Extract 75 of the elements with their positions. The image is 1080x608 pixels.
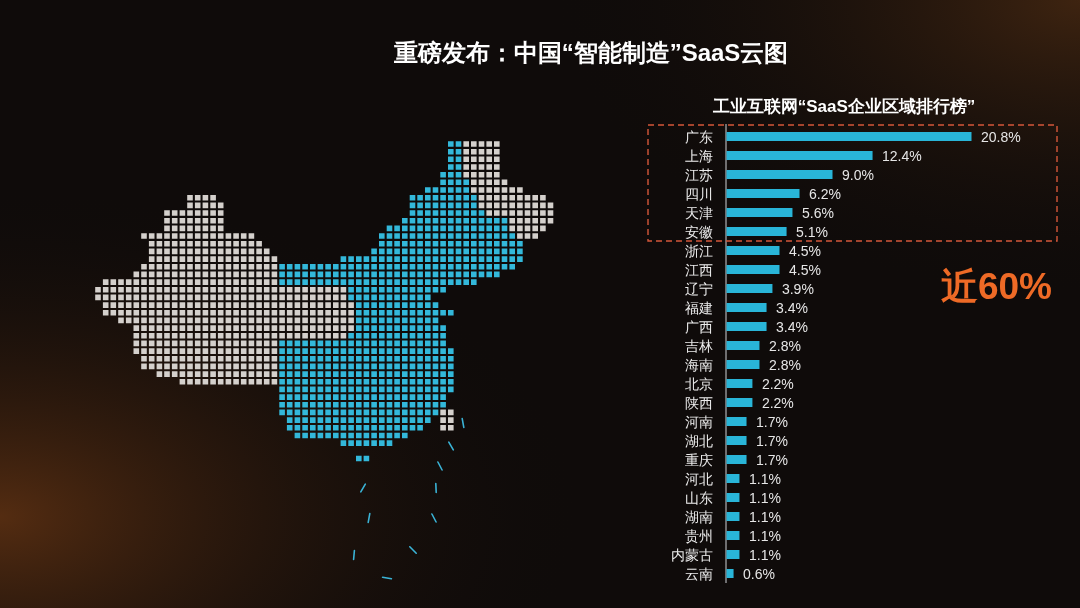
y-tick-label: 福建 — [685, 299, 713, 316]
data-label: 5.1% — [796, 223, 828, 240]
y-tick-label: 湖北 — [685, 432, 713, 449]
y-tick-label: 河北 — [685, 470, 713, 487]
data-label: 4.5% — [789, 242, 821, 259]
data-label: 12.4% — [882, 147, 922, 164]
bar — [726, 379, 753, 388]
y-tick-label: 陕西 — [685, 394, 713, 411]
bar — [726, 189, 800, 198]
bar — [726, 170, 833, 179]
data-label: 3.4% — [776, 299, 808, 316]
y-tick-label: 海南 — [685, 356, 713, 373]
bar — [726, 132, 972, 141]
bar — [726, 493, 740, 502]
bar — [726, 436, 747, 445]
bar — [726, 360, 760, 369]
bar — [726, 341, 760, 350]
y-tick-label: 重庆 — [685, 451, 713, 468]
data-label: 2.8% — [768, 356, 801, 373]
data-label: 1.7% — [756, 451, 788, 468]
bar — [726, 474, 740, 483]
bar — [726, 227, 787, 236]
data-label: 1.1% — [748, 489, 781, 506]
annotation: 近60% — [940, 266, 1052, 307]
y-tick-label: 江苏 — [685, 166, 713, 183]
data-label: 1.1% — [748, 527, 781, 544]
chart-title: 重磅发布：中国“智能制造”SaaS云图 — [392, 39, 789, 66]
data-label: 3.4% — [776, 318, 808, 335]
bar — [726, 550, 740, 559]
data-label: 1.1% — [748, 470, 781, 487]
y-tick-label: 天津 — [685, 204, 713, 221]
data-label: 9.0% — [842, 166, 874, 183]
y-tick-label: 贵州 — [685, 527, 713, 544]
y-tick-label: 湖南 — [685, 508, 713, 525]
y-tick-label: 安徽 — [685, 223, 713, 240]
data-label: 2.2% — [761, 375, 794, 392]
chart-subtitle: 工业互联网“SaaS企业区域排行榜” — [711, 97, 976, 116]
bar — [726, 265, 780, 274]
bar — [726, 531, 740, 540]
data-label: 2.2% — [761, 394, 794, 411]
data-label: 3.9% — [781, 280, 814, 297]
y-tick-label: 河南 — [685, 413, 713, 430]
bar — [726, 284, 773, 293]
data-label: 5.6% — [801, 204, 834, 221]
data-label: 0.6% — [743, 565, 775, 582]
bar — [726, 417, 747, 426]
y-tick-label: 江西 — [685, 261, 713, 278]
y-tick-label: 广西 — [685, 318, 713, 335]
y-tick-label: 北京 — [685, 375, 713, 392]
data-label: 6.2% — [809, 185, 841, 202]
data-label: 1.7% — [756, 413, 788, 430]
bar — [726, 246, 780, 255]
data-label: 1.7% — [756, 432, 788, 449]
y-tick-label: 山东 — [685, 489, 713, 506]
y-tick-label: 广东 — [685, 128, 713, 145]
y-tick-label: 云南 — [685, 565, 713, 582]
y-tick-label: 吉林 — [685, 337, 713, 354]
y-tick-label: 浙江 — [685, 242, 713, 259]
bar — [726, 303, 767, 312]
y-tick-label: 四川 — [685, 185, 713, 202]
bar — [726, 455, 747, 464]
bar — [726, 322, 767, 331]
bar — [726, 398, 753, 407]
y-tick-label: 辽宁 — [685, 280, 713, 297]
bar — [726, 569, 734, 578]
data-label: 4.5% — [789, 261, 821, 278]
data-label: 1.1% — [748, 508, 781, 525]
bar — [726, 151, 873, 160]
data-label: 20.8% — [981, 128, 1021, 145]
data-label: 1.1% — [748, 546, 781, 563]
y-tick-label: 内蒙古 — [671, 546, 713, 563]
data-label: 2.8% — [768, 337, 801, 354]
bar — [726, 512, 740, 521]
bar — [726, 208, 793, 217]
y-tick-label: 上海 — [685, 147, 713, 164]
